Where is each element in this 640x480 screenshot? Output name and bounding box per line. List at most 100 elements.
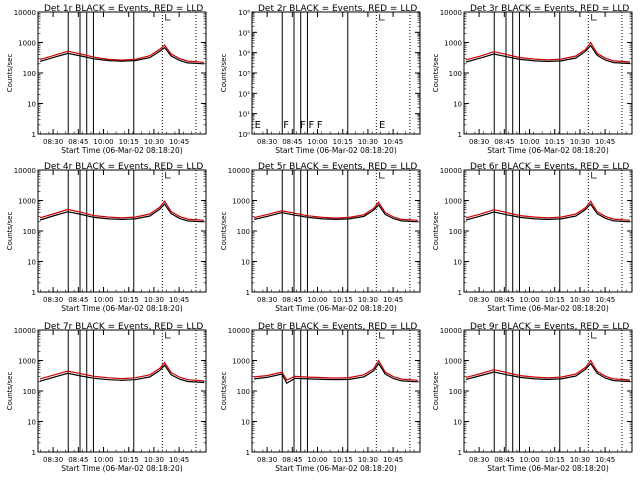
plot-frame (463, 11, 633, 135)
plot-frame (463, 169, 633, 293)
y-axis-label: Counts/sec (6, 54, 14, 93)
flag-letter: F (308, 120, 314, 131)
events-series-line (39, 364, 205, 384)
plot-frame (251, 169, 421, 293)
y-tick-label: 1 (458, 131, 462, 139)
y-axis-label: Counts/sec (220, 212, 228, 251)
y-tick-label: 10 (241, 419, 250, 427)
y-axis-label: Counts/sec (6, 372, 14, 411)
flag-mark (591, 172, 597, 179)
y-tick-label: 1000 (18, 198, 36, 206)
x-tick-label: 08:45 (494, 456, 514, 464)
x-tick-label: 10:45 (383, 296, 403, 304)
detector-panel-5: Det 5r BLACK = Events, RED = LLD 1 10 100 10… (220, 162, 421, 313)
y-tick-label: 1 (32, 449, 36, 457)
x-tick-label: 10:15 (545, 296, 565, 304)
panel-title: Det 3r BLACK = Events, RED = LLD (470, 4, 629, 14)
x-tick-label: 10:00 (519, 456, 539, 464)
y-tick-label: 10 (27, 259, 36, 267)
x-tick-label: 08:30 (469, 456, 489, 464)
x-axis-label: Start Time (06-Mar-02 08:18:20) (61, 146, 183, 155)
flag-letter: E (255, 120, 261, 131)
y-tick-label: 1000 (18, 40, 36, 48)
y-tick-label: 100 (237, 388, 250, 396)
x-tick-label: 10:00 (519, 138, 539, 146)
x-axis-label: Start Time (06-Mar-02 08:18:20) (275, 304, 397, 313)
panel-title: Det 1r BLACK = Events, RED = LLD (44, 4, 203, 14)
y-tick-label: 1 (246, 449, 250, 457)
x-tick-label: 10:00 (93, 138, 113, 146)
x-tick-label: 08:45 (282, 456, 302, 464)
x-tick-label: 10:00 (93, 296, 113, 304)
plot-frame (37, 11, 207, 135)
y-tick-label: 10 (27, 419, 36, 427)
x-tick-label: 08:30 (469, 138, 489, 146)
panel-title: Det 2r BLACK = Events, RED = LLD (258, 4, 417, 14)
detector-panel-7: Det 7r BLACK = Events, RED = LLD 1 10 100 10… (6, 322, 207, 473)
x-tick-label: 08:45 (68, 138, 88, 146)
x-tick-label: 10:15 (333, 296, 353, 304)
lld-series-line (253, 201, 419, 221)
x-tick-label: 10:45 (383, 456, 403, 464)
x-tick-label: 10:15 (545, 456, 565, 464)
y-tick-label: 1000 (232, 198, 250, 206)
y-tick-label: 100 (23, 388, 36, 396)
events-series-line (39, 46, 205, 65)
events-series-line (465, 203, 631, 223)
y-tick-label: 10000 (440, 327, 462, 335)
x-tick-label: 08:30 (257, 456, 277, 464)
flag-mark (379, 172, 385, 179)
x-tick-label: 10:00 (307, 296, 327, 304)
y-tick-label: 10⁰ (238, 131, 250, 139)
flag-letter: F (300, 120, 306, 131)
flag-mark (379, 14, 385, 21)
x-tick-label: 08:30 (257, 138, 277, 146)
x-axis-label: Start Time (06-Mar-02 08:18:20) (487, 464, 609, 473)
y-axis-label: Counts/sec (432, 372, 440, 411)
y-tick-label: 10¹ (238, 111, 250, 119)
x-axis-label: Start Time (06-Mar-02 08:18:20) (275, 146, 397, 155)
x-tick-label: 10:30 (144, 138, 164, 146)
flag-mark (165, 14, 171, 21)
flag-letter: E (379, 120, 385, 131)
detector-panel-3: Det 3r BLACK = Events, RED = LLD 1 10 100 10… (432, 4, 633, 155)
lld-series-line (39, 200, 205, 221)
x-tick-label: 10:45 (169, 456, 189, 464)
y-tick-label: 1 (32, 131, 36, 139)
events-series-line (253, 203, 419, 223)
y-tick-label: 10⁵ (238, 29, 250, 37)
x-axis-label: Start Time (06-Mar-02 08:18:20) (61, 464, 183, 473)
y-tick-label: 10000 (14, 9, 36, 17)
y-tick-label: 10⁶ (238, 9, 250, 17)
flag-letter: F (283, 120, 289, 131)
x-tick-label: 10:30 (358, 456, 378, 464)
panel-title: Det 6r BLACK = Events, RED = LLD (470, 162, 629, 172)
x-tick-label: 10:45 (595, 456, 615, 464)
y-tick-label: 10 (27, 101, 36, 109)
x-tick-label: 08:45 (494, 138, 514, 146)
panel-title: Det 9r BLACK = Events, RED = LLD (470, 322, 629, 332)
events-series-line (465, 44, 631, 65)
plot-frame (37, 329, 207, 453)
y-tick-label: 1000 (232, 358, 250, 366)
y-axis-label: Counts/sec (6, 212, 14, 251)
x-tick-label: 08:45 (494, 296, 514, 304)
panel-title: Det 5r BLACK = Events, RED = LLD (258, 162, 417, 172)
events-series-line (39, 203, 205, 223)
y-tick-label: 10² (238, 90, 250, 98)
x-tick-label: 08:30 (43, 456, 63, 464)
x-tick-label: 10:00 (519, 296, 539, 304)
x-tick-label: 10:00 (93, 456, 113, 464)
y-tick-label: 10000 (14, 327, 36, 335)
lld-series-line (39, 361, 205, 382)
x-tick-label: 10:30 (570, 138, 590, 146)
x-tick-label: 10:45 (595, 296, 615, 304)
detector-panel-1: Det 1r BLACK = Events, RED = LLD 1 10 100 10… (6, 4, 207, 155)
detector-panel-6: Det 6r BLACK = Events, RED = LLD 1 10 100 10… (432, 162, 633, 313)
y-tick-label: 10⁴ (238, 50, 250, 58)
x-axis-label: Start Time (06-Mar-02 08:18:20) (487, 304, 609, 313)
lld-series-line (253, 359, 419, 381)
y-tick-label: 1000 (444, 358, 462, 366)
y-tick-label: 10000 (440, 167, 462, 175)
